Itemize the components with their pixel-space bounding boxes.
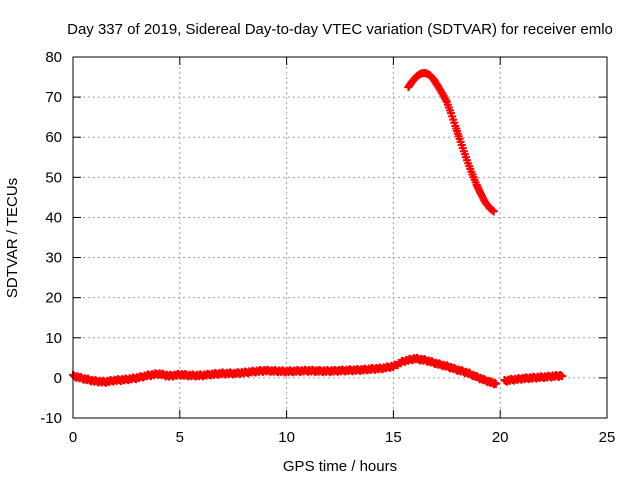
x-tick-label: 5 bbox=[176, 429, 184, 446]
x-axis-label: GPS time / hours bbox=[283, 458, 397, 475]
y-tick-label: 50 bbox=[45, 169, 62, 186]
grid-layer bbox=[73, 57, 607, 418]
chart-title: Day 337 of 2019, Sidereal Day-to-day VTE… bbox=[67, 21, 613, 38]
y-tick-label: 10 bbox=[45, 330, 62, 347]
series-late-segment bbox=[500, 370, 567, 386]
y-tick-label: 0 bbox=[54, 370, 62, 387]
plot-frame bbox=[72, 56, 608, 419]
y-tick-label: 60 bbox=[45, 129, 62, 146]
data-point-marker bbox=[489, 207, 498, 216]
x-tick-label: 10 bbox=[278, 429, 295, 446]
y-axis-label: SDTVAR / TECUs bbox=[4, 178, 21, 298]
tick-layer: 0 5 10 15 20 25 -10 0 10 20 30 40 50 60 70 80 bbox=[40, 49, 615, 446]
y-tick-label: 70 bbox=[45, 89, 62, 106]
y-tick-label: 20 bbox=[45, 290, 62, 307]
data-point-marker bbox=[558, 372, 567, 381]
x-tick-label: 20 bbox=[492, 429, 509, 446]
y-tick-label: -10 bbox=[40, 410, 62, 427]
series-main bbox=[69, 353, 500, 389]
x-tick-label: 25 bbox=[599, 429, 616, 446]
x-tick-label: 0 bbox=[69, 429, 77, 446]
x-tick-label: 15 bbox=[385, 429, 402, 446]
data-point-marker bbox=[491, 379, 500, 388]
series-layer bbox=[69, 69, 567, 389]
y-tick-label: 40 bbox=[45, 209, 62, 226]
y-tick-label: 80 bbox=[45, 49, 62, 66]
y-tick-label: 30 bbox=[45, 250, 62, 267]
series-upper-arc bbox=[404, 69, 498, 216]
